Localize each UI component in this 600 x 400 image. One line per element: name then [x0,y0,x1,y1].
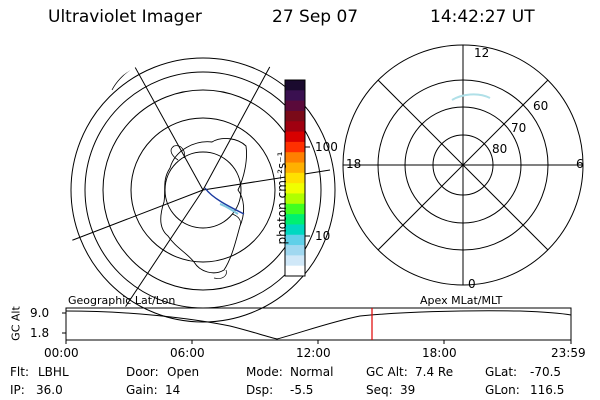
lat-circle-5 [70,57,336,323]
colorbar-label-100: 100 [315,140,338,154]
status-dsp-label: Dsp: [246,383,274,397]
timeline-ytick-9: 9.0 [30,306,50,320]
colorbar-band [285,141,305,153]
colorbar-band [285,90,305,102]
timeline-xtick-2359: 23:59 [551,346,586,360]
timeline-frame [65,307,572,341]
colorbar-band [285,203,305,215]
timeline-xtick-1800: 18:00 [422,346,457,360]
colorbar-band [285,245,305,256]
status-gain-value: 14 [165,383,181,397]
timeline-axis-title: GC Alt [9,306,23,341]
mlat-label-80: 80 [492,142,508,156]
status-seq-value: 39 [400,383,416,397]
colorbar-band [285,110,305,122]
status-mode-label: Mode: [246,365,283,379]
colorbar-band [285,172,305,184]
time-label: 14:42:27 UT [430,7,535,27]
status-ip-value: 36.0 [36,383,63,397]
meridian-4 [109,189,204,330]
status-gain-label: Gain: [126,383,158,397]
status-glat-value: -70.5 [530,365,562,379]
status-filter-label: Flt: [10,365,29,379]
meridian-5 [202,169,331,191]
mlt-label-12: 12 [474,46,490,60]
colorbar-band [285,162,305,174]
colorbar-band [285,265,305,277]
mlat-label-70: 70 [511,121,527,135]
polar-plot [342,44,584,286]
status-dsp-value: -5.5 [290,383,314,397]
status-glat-label: GLat: [485,365,518,379]
mlt-label-6: 6 [576,157,584,171]
date-label: 27 Sep 07 [272,7,359,27]
meridian-1 [119,50,204,191]
status-gcalt-label: GC Alt: [366,365,408,379]
data-trace-faint [219,203,239,215]
colorbar-unit: photon cm⁻²s⁻¹ [275,151,289,245]
meridian-2 [202,50,281,191]
colorbar-band [285,193,305,205]
colorbar-label-10: 10 [315,229,331,243]
instrument-title: Ultraviolet Imager [48,7,202,27]
aurora-trace [451,93,491,101]
colorbar-band [285,100,305,112]
timeline-xtick-1200: 12:00 [296,346,331,360]
status-door-value: Open [167,365,200,379]
colorbar-band [285,152,305,164]
coast-detail [213,213,241,279]
colorbar-band [285,131,305,143]
status-glon-value: 116.5 [530,383,565,397]
status-mode-value: Normal [290,365,334,379]
status-ip-label: IP: [10,383,25,397]
status-seq-label: Seq: [366,383,393,397]
mlt-diagonal-2 [377,79,549,251]
mlt-label-18: 18 [346,157,362,171]
mlat-label-60: 60 [533,99,549,113]
lat-circle-2 [130,117,276,263]
colorbar-band [285,121,305,133]
colorbar-band [285,255,305,267]
timeline-xtick-0600: 06:00 [170,346,205,360]
status-filter-value: LBHL [38,365,69,379]
altitude-curve [65,310,572,340]
mlt-label-0: 0 [468,277,476,291]
status-gcalt-value: 7.4 Re [415,365,454,379]
apex-label: Apex MLat/MLT [420,294,503,307]
peninsula-outline [170,145,185,161]
status-glon-label: GLon: [485,383,520,397]
colorbar-band [285,214,305,225]
colorbar-frame [284,79,306,277]
status-door-label: Door: [126,365,159,379]
meridian-3 [63,189,204,246]
colorbar-band [285,80,305,91]
geographic-label: Geographic Lat/Lon [68,294,176,307]
timeline-ytick-1-8: 1.8 [30,326,50,340]
timeline-xtick-0000: 00:00 [44,346,79,360]
data-trace [204,187,245,215]
continent-outline [160,138,247,274]
colorbar-band [285,234,305,246]
colorbar-band [285,183,305,194]
colorbar [285,80,305,277]
timeline-plot [62,307,572,344]
colorbar-band [285,224,305,236]
